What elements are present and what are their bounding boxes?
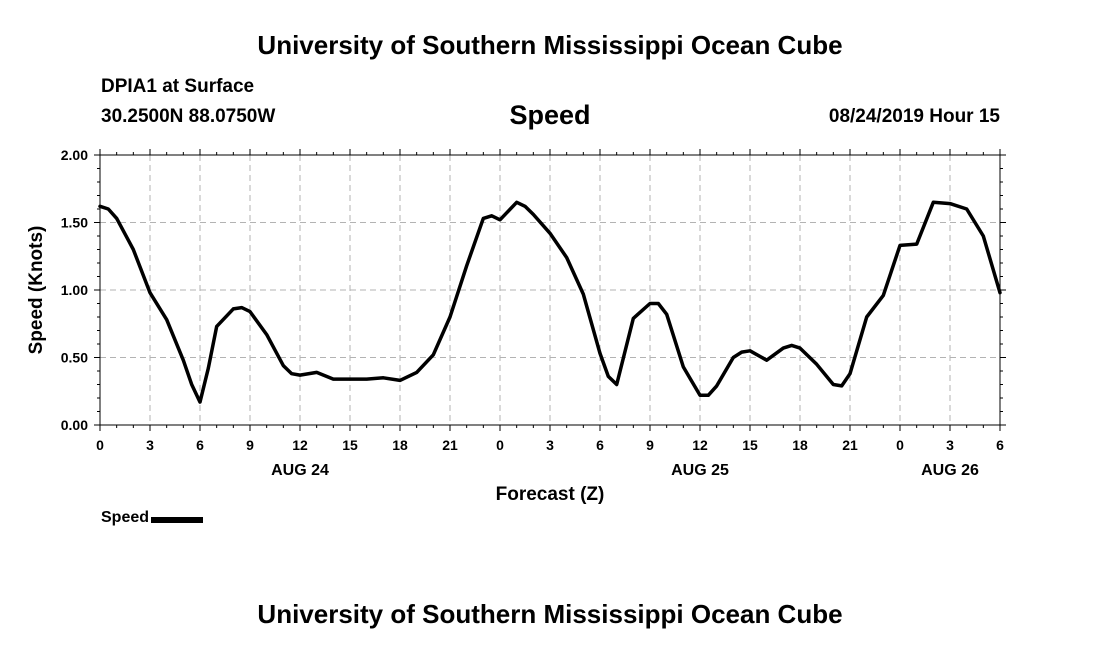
coordinates-label: 30.2500N 88.0750W — [101, 106, 276, 127]
x-tick-label: 0 — [896, 437, 904, 453]
x-tick-label: 21 — [842, 437, 858, 453]
date-label: AUG 24 — [271, 462, 329, 479]
x-tick-label: 6 — [196, 437, 204, 453]
y-tick-label: 1.50 — [61, 215, 88, 231]
x-tick-label: 3 — [546, 437, 554, 453]
series — [98, 200, 1002, 404]
y-axis-label: Speed (Knots) — [26, 226, 47, 355]
x-tick-label: 18 — [792, 437, 808, 453]
legend-label: Speed — [101, 509, 150, 526]
axes: 0 3 6 9 12 15 18 21 0 3 6 9 12 15 18 21 0 3 6 0.00 0.50 1.00 1… — [61, 147, 1006, 479]
y-tick-label: 0.00 — [61, 417, 88, 433]
chart-title: Speed — [509, 100, 591, 130]
x-tick-label: 0 — [96, 437, 104, 453]
x-tick-label: 18 — [392, 437, 408, 453]
x-tick-label: 12 — [692, 437, 708, 453]
datetime-label: 08/24/2019 Hour 15 — [828, 106, 1000, 127]
station-label: DPIA1 at Surface — [101, 76, 255, 97]
footer-title: University of Southern Mississippi Ocean… — [257, 599, 843, 629]
series-line-speed — [98, 200, 1002, 404]
x-tick-label: 3 — [946, 437, 954, 453]
date-label: AUG 26 — [921, 462, 979, 479]
y-tick-label: 2.00 — [61, 147, 88, 163]
x-tick-label: 0 — [496, 437, 504, 453]
y-tick-label: 1.00 — [61, 282, 88, 298]
x-tick-label: 12 — [292, 437, 308, 453]
x-tick-label: 21 — [442, 437, 458, 453]
x-tick-label: 6 — [596, 437, 604, 453]
page-title: University of Southern Mississippi Ocean… — [257, 30, 843, 60]
legend-swatch — [151, 517, 204, 523]
x-tick-label: 15 — [742, 437, 758, 453]
x-tick-label: 9 — [246, 437, 254, 453]
x-tick-label: 6 — [996, 437, 1004, 453]
grid — [100, 155, 1000, 425]
date-label: AUG 25 — [671, 462, 729, 479]
x-axis-label: Forecast (Z) — [496, 484, 605, 505]
y-tick-label: 0.50 — [61, 350, 88, 366]
legend: Speed — [101, 509, 204, 527]
x-tick-label: 9 — [646, 437, 654, 453]
x-tick-label: 15 — [342, 437, 358, 453]
x-tick-label: 3 — [146, 437, 154, 453]
